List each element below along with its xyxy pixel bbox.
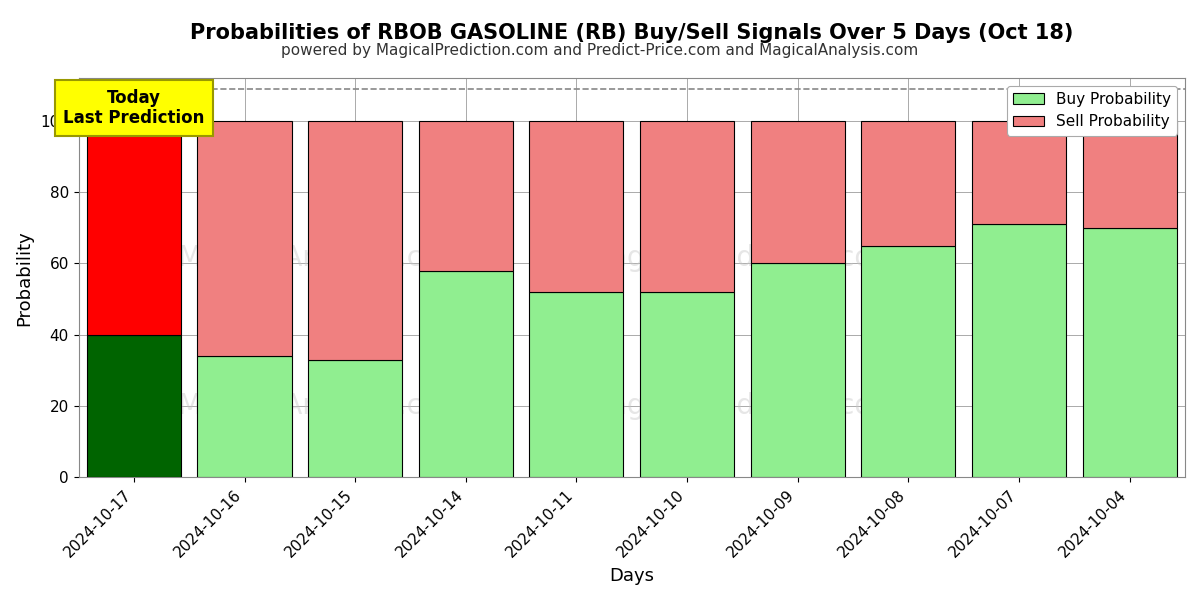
- Y-axis label: Probability: Probability: [14, 230, 34, 326]
- Bar: [640, 292, 734, 478]
- Legend: Buy Probability, Sell Probability: Buy Probability, Sell Probability: [1007, 86, 1177, 136]
- Bar: [86, 335, 181, 478]
- Text: MagicalAnalysis.com: MagicalAnalysis.com: [178, 392, 467, 419]
- Bar: [198, 356, 292, 478]
- Bar: [419, 121, 512, 271]
- Bar: [529, 292, 624, 478]
- Bar: [198, 121, 292, 356]
- Text: MagicalPrediction.com: MagicalPrediction.com: [587, 244, 899, 272]
- Title: Probabilities of RBOB GASOLINE (RB) Buy/Sell Signals Over 5 Days (Oct 18): Probabilities of RBOB GASOLINE (RB) Buy/…: [190, 23, 1074, 43]
- Bar: [419, 271, 512, 478]
- Bar: [529, 121, 624, 292]
- Bar: [862, 121, 955, 245]
- Bar: [751, 121, 845, 263]
- Bar: [1082, 121, 1177, 228]
- Bar: [972, 121, 1066, 224]
- Text: MagicalPrediction.com: MagicalPrediction.com: [587, 392, 899, 419]
- Bar: [751, 263, 845, 478]
- X-axis label: Days: Days: [610, 567, 654, 585]
- Bar: [308, 360, 402, 478]
- Bar: [640, 121, 734, 292]
- Text: powered by MagicalPrediction.com and Predict-Price.com and MagicalAnalysis.com: powered by MagicalPrediction.com and Pre…: [281, 43, 919, 58]
- Bar: [86, 121, 181, 335]
- Bar: [1082, 228, 1177, 478]
- Text: MagicalAnalysis.com: MagicalAnalysis.com: [178, 244, 467, 272]
- Bar: [972, 224, 1066, 478]
- Bar: [862, 245, 955, 478]
- Text: Today
Last Prediction: Today Last Prediction: [64, 89, 204, 127]
- Bar: [308, 121, 402, 360]
